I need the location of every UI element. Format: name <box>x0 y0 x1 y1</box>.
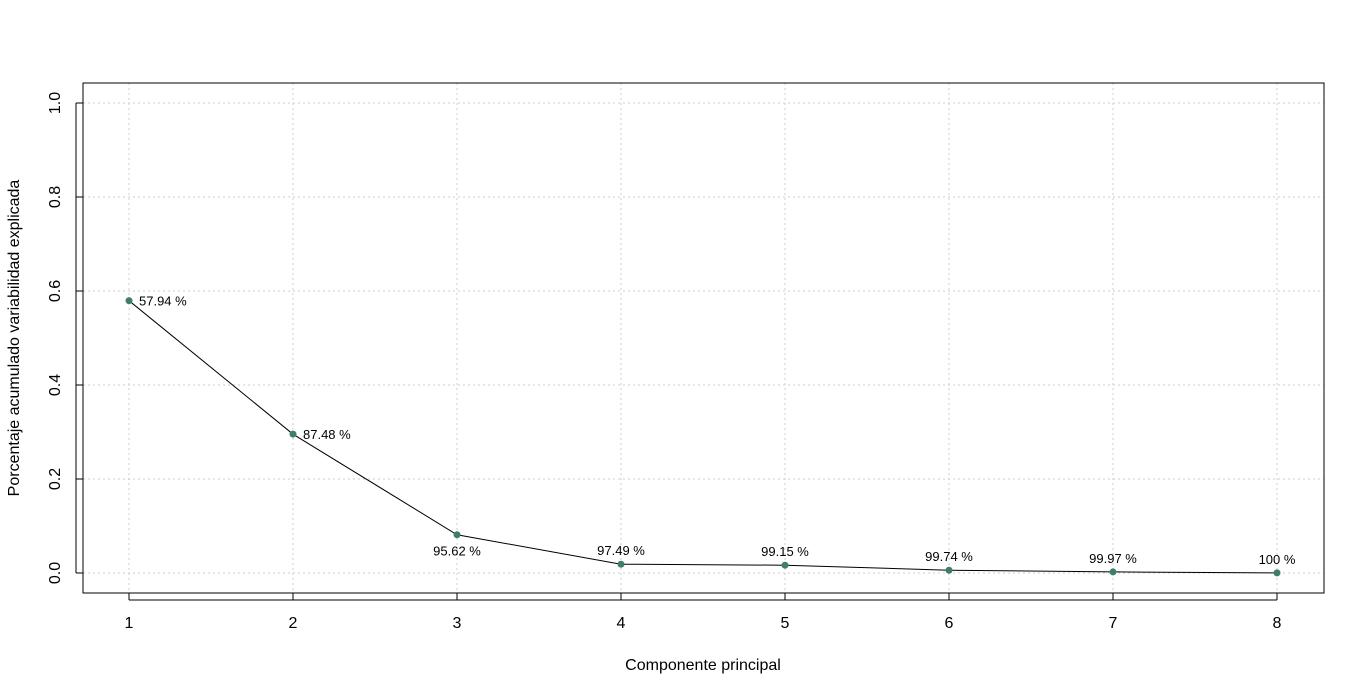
data-point <box>617 560 625 568</box>
y-tick-label: 0.8 <box>47 186 64 208</box>
plot-frame <box>82 82 1325 594</box>
y-tick-label: 0.2 <box>47 468 64 490</box>
x-tick-label: 4 <box>617 615 626 632</box>
data-label: 95.62 % <box>433 544 481 559</box>
data-point <box>1273 569 1281 577</box>
y-tick-label: 0.6 <box>47 280 64 302</box>
x-axis: 1 2 3 4 5 6 7 8 <box>125 593 1282 632</box>
data-label: 87.48 % <box>303 427 351 442</box>
data-point <box>125 297 133 305</box>
data-label: 97.49 % <box>597 543 645 558</box>
data-label: 99.74 % <box>925 549 973 564</box>
data-point <box>453 531 461 539</box>
x-tick-label: 5 <box>781 615 790 632</box>
data-point <box>289 430 297 438</box>
data-labels: 57.94 % 87.48 % 95.62 % 97.49 % 99.15 % 99.74… <box>139 294 1296 567</box>
series-line <box>128 300 1278 574</box>
x-tick-label: 2 <box>289 615 298 632</box>
data-label: 99.97 % <box>1089 551 1137 566</box>
y-axis-title: Porcentaje acumulado variabilidad explic… <box>6 180 23 497</box>
y-tick-label: 0.0 <box>47 562 64 584</box>
x-tick-label: 3 <box>453 615 462 632</box>
data-label: 99.15 % <box>761 544 809 559</box>
x-tick-label: 7 <box>1109 615 1118 632</box>
x-axis-title: Componente principal <box>625 657 781 674</box>
y-tick-label: 1.0 <box>47 92 64 114</box>
data-points <box>125 297 1281 577</box>
data-point <box>945 566 953 574</box>
data-label: 57.94 % <box>139 294 187 309</box>
x-tick-label: 1 <box>125 615 134 632</box>
data-point <box>1109 568 1117 576</box>
x-tick-label: 8 <box>1273 615 1282 632</box>
data-point <box>781 561 789 569</box>
y-axis: 0.0 0.2 0.4 0.6 0.8 1.0 <box>47 92 83 584</box>
y-tick-label: 0.4 <box>47 374 64 396</box>
grid <box>83 83 1324 593</box>
x-tick-label: 6 <box>945 615 954 632</box>
data-label: 100 % <box>1259 552 1296 567</box>
